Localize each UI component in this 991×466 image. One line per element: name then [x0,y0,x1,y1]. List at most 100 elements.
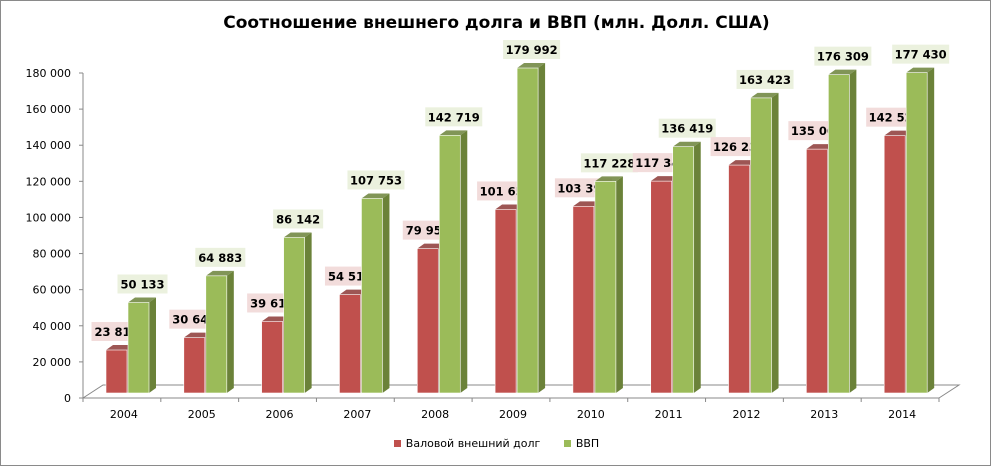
bar-top [572,201,601,207]
bar-side [149,297,156,393]
bar-side [460,130,468,393]
data-label: 163 423 [739,73,791,87]
bar-side [615,176,623,393]
bar [361,198,383,394]
bar [806,148,828,394]
data-label: 179 992 [506,43,558,57]
legend: Валовой внешний долг ВВП [1,437,990,450]
bar [828,74,850,394]
data-label: 39 619 [250,296,294,310]
x-tick-label: 2006 [266,408,294,421]
bar-side [927,67,935,394]
bar-side [382,193,390,393]
y-tick-label: 20 000 [33,356,72,369]
data-label: 64 883 [198,251,242,265]
bar-top [884,130,913,136]
bar-top [750,92,779,98]
data-label: 86 142 [276,212,320,226]
bar-top [283,232,312,238]
y-tick-label: 0 [64,392,71,405]
bar-side [849,69,857,393]
bar [650,180,673,394]
bar [438,135,461,394]
bar-top [806,144,835,150]
bar-top [906,67,935,73]
legend-item-gdp: ВВП [563,437,600,450]
data-label-bg [892,44,950,64]
bar-top [439,130,468,136]
data-label-bg [425,107,483,127]
bar [283,237,305,394]
bar-top [339,289,368,295]
bar [905,72,928,394]
y-tick-label: 140 000 [26,139,72,152]
legend-label-debt: Валовой внешний долг [405,437,541,450]
data-label: 30 647 [172,313,216,327]
data-label: 107 753 [350,173,402,187]
data-label-bg [503,40,561,60]
y-tick-label: 160 000 [26,103,72,116]
data-label-bg [736,69,794,89]
data-label: 117 228 [583,156,635,170]
legend-label-gdp: ВВП [575,437,600,450]
bar [594,181,617,394]
bar [205,275,228,394]
bar-top [495,204,524,210]
data-label: 142 719 [428,110,480,124]
data-label-bg [658,118,716,138]
x-tick-label: 2008 [421,408,449,421]
bar [572,206,595,394]
x-tick-label: 2009 [499,408,527,421]
bar-top [672,141,701,147]
bar [494,209,517,394]
bar-top [183,332,212,338]
data-label-bg [117,274,168,294]
y-tick-label: 180 000 [26,67,72,80]
bar [183,337,206,394]
bar-top [205,270,234,276]
data-label: 176 309 [817,50,869,64]
bar-top [128,297,156,303]
data-label: 136 419 [661,122,713,136]
bar-top [828,69,857,75]
bar [750,97,772,394]
bar [728,164,750,394]
x-tick-label: 2010 [577,408,605,421]
bar [883,135,906,394]
data-label: 79 955 [406,224,450,238]
chart-title: Соотношение внешнего долга и ВВП (млн. Д… [223,13,770,33]
bar-top [361,193,390,199]
bar-top [106,345,134,351]
y-tick-label: 100 000 [26,211,72,224]
data-label: 54 512 [328,270,372,284]
x-tick-label: 2007 [343,408,371,421]
data-label: 23 811 [94,325,138,339]
bar-top [261,316,290,322]
bar-top [728,160,757,166]
y-tick-label: 40 000 [33,320,72,333]
bar-side [304,232,312,393]
legend-swatch-debt [393,440,401,447]
data-label-bg [347,170,405,190]
data-label: 177 430 [895,48,947,62]
bar [672,146,695,394]
bar-top [417,243,446,249]
bar [339,294,361,394]
y-tick-label: 80 000 [33,248,72,261]
bar-top [650,176,679,182]
bar-side [693,141,701,393]
x-tick-label: 2011 [655,408,683,421]
bar [416,248,439,394]
legend-item-debt: Валовой внешний долг [393,437,541,450]
bar [127,302,150,394]
bar-top [594,176,623,182]
bar [105,349,128,394]
data-label-bg [580,153,638,173]
data-label: 50 133 [120,277,164,291]
x-tick-label: 2012 [732,408,760,421]
data-label-bg [814,46,872,66]
x-tick-label: 2004 [110,408,138,421]
bar-side [538,63,546,394]
